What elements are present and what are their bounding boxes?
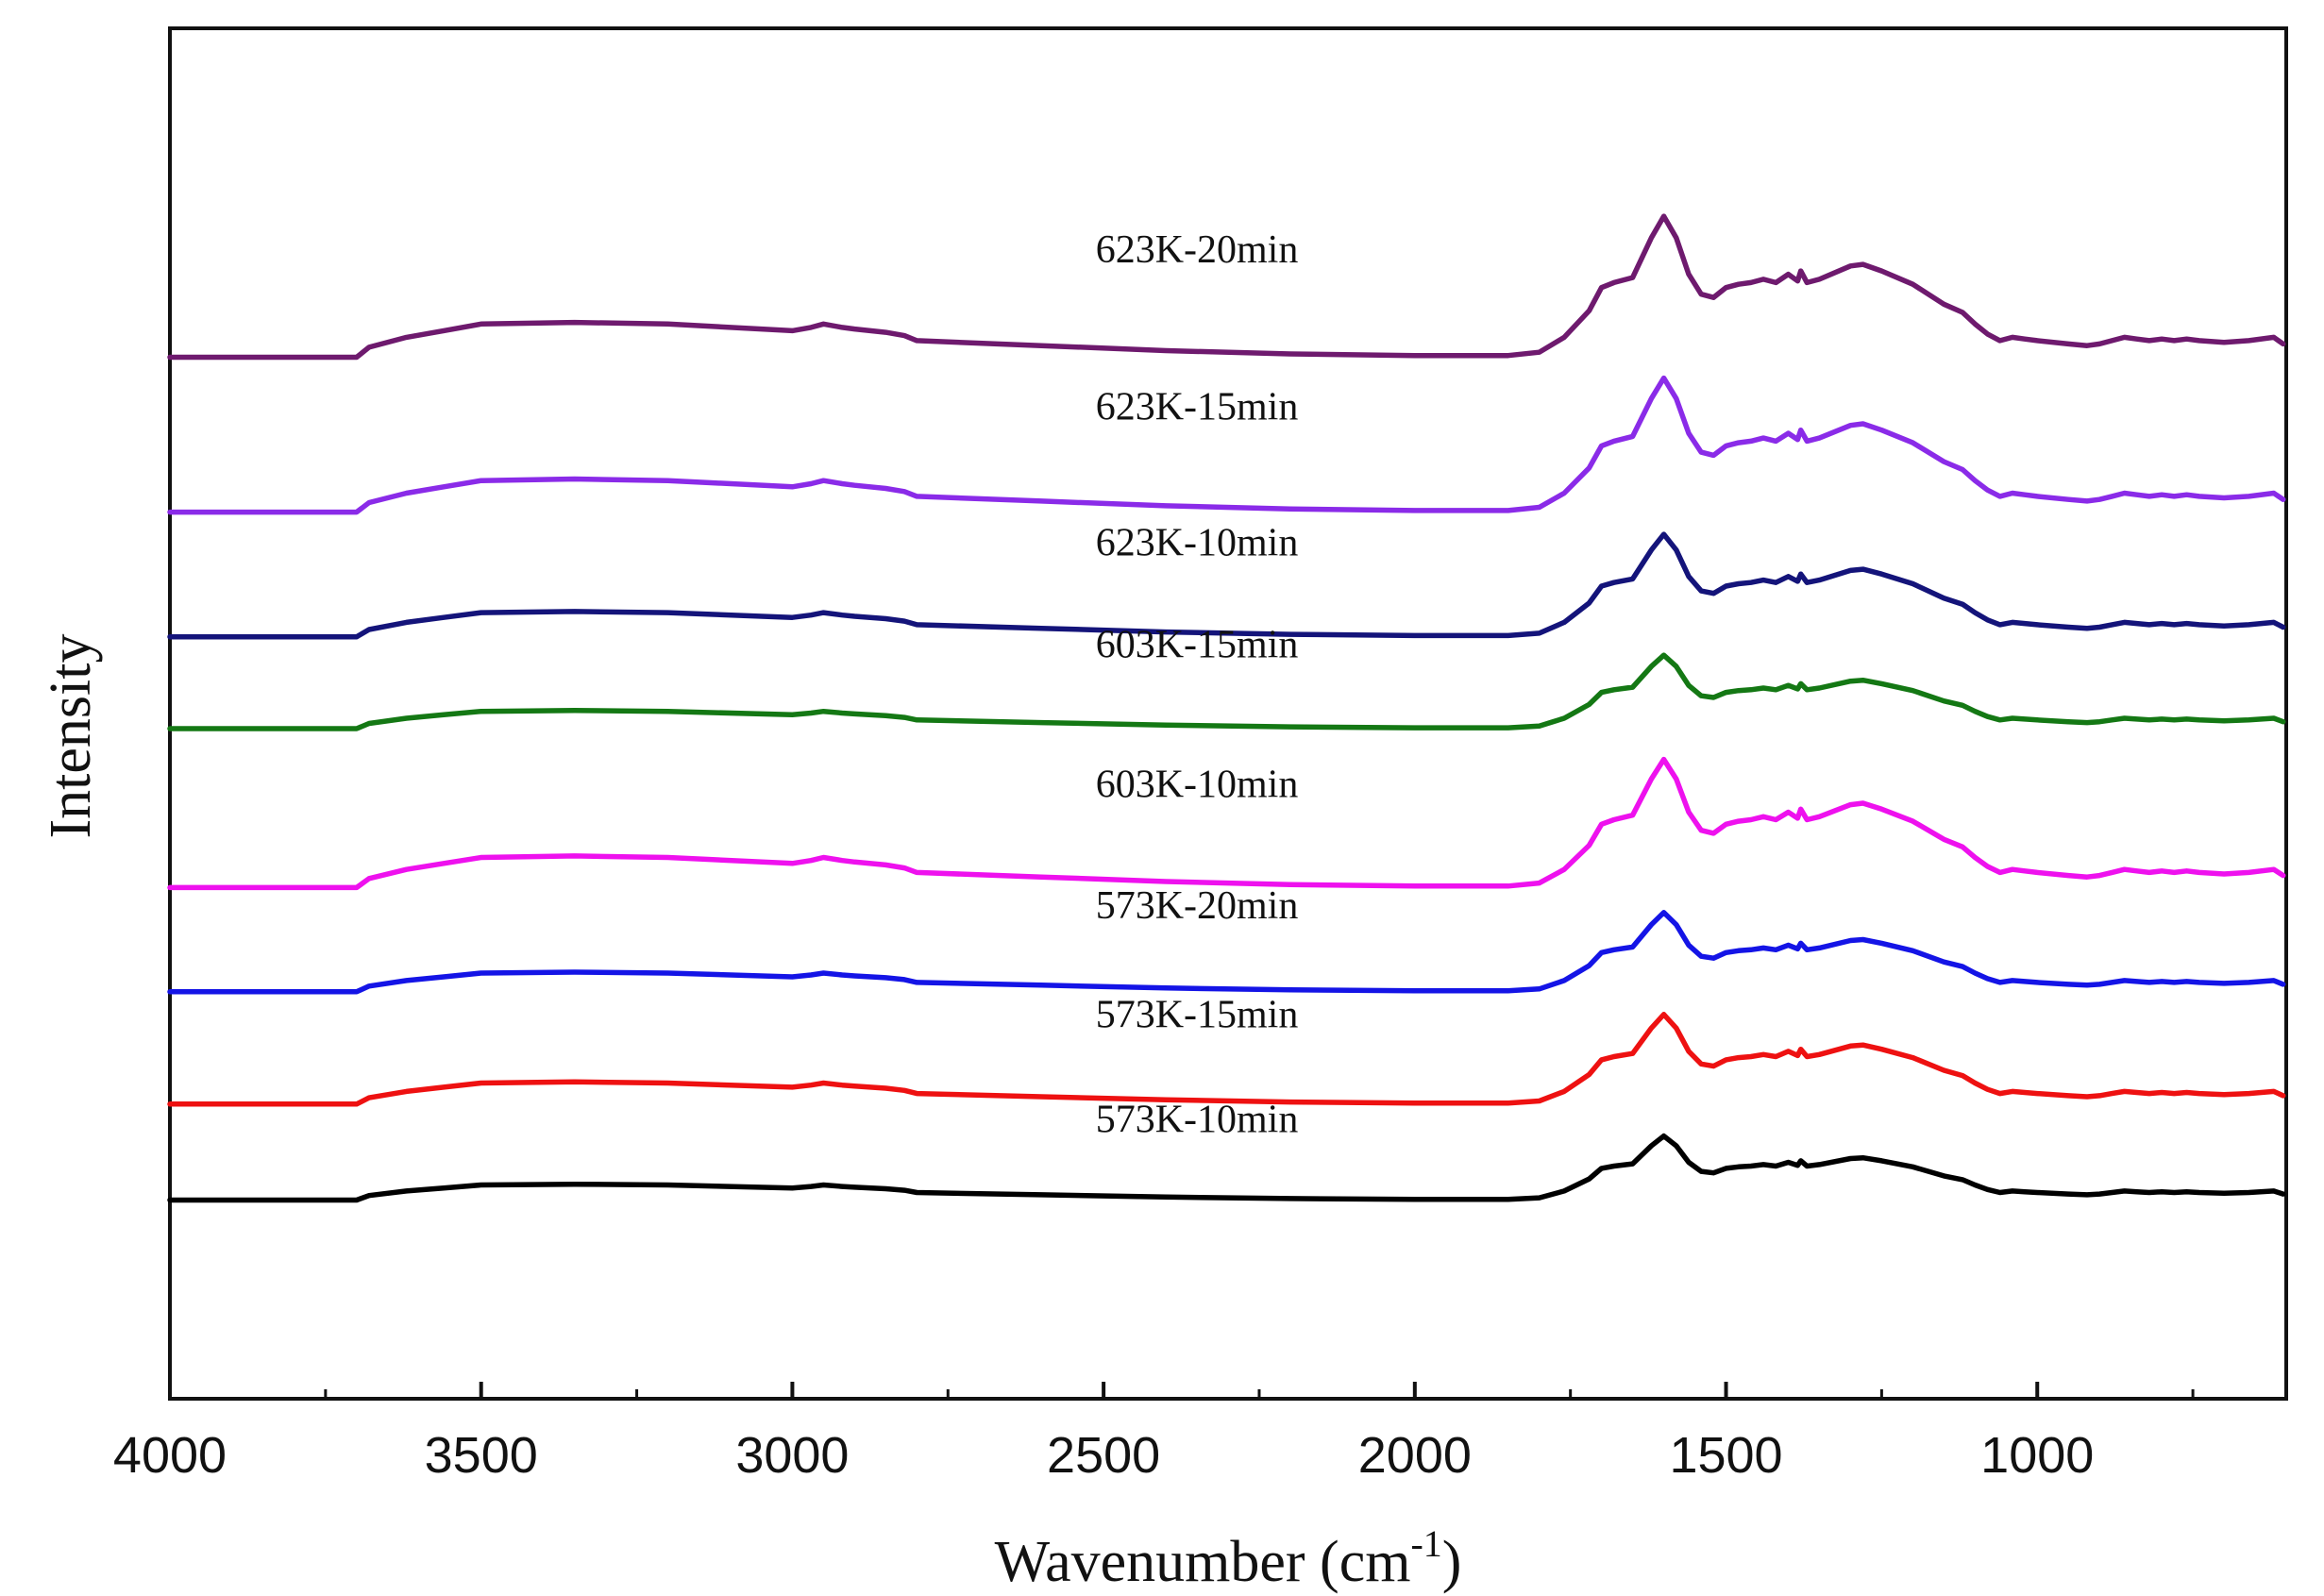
series-line-573K-10min [167, 1133, 2286, 1203]
series-line-623K-10min [167, 531, 2286, 640]
x-axis-tick-labels: 4000 3500 3000 2500 2000 1500 1000 [113, 1427, 2094, 1484]
series-label-573K-10min: 573K-10min [1096, 1099, 1299, 1142]
series-label-603K-15min: 603K-15min [1096, 624, 1299, 667]
plot-area-frame [168, 26, 2288, 1401]
spectra-curves [167, 213, 2286, 1203]
x-tick-label-3500: 3500 [425, 1427, 538, 1484]
series-line-623K-20min [167, 213, 2286, 361]
series-label-623K-20min: 623K-20min [1096, 228, 1299, 272]
series-label-573K-20min: 573K-20min [1096, 884, 1299, 928]
x-tick-label-3000: 3000 [735, 1427, 849, 1484]
series-line-573K-20min [167, 910, 2286, 995]
x-axis-title-close: ) [1442, 1530, 1462, 1594]
x-tick-label-2500: 2500 [1047, 1427, 1160, 1484]
series-labels: 573K-10min 573K-15min 573K-20min 603K-10min… [1096, 228, 1299, 1142]
series-line-573K-15min [167, 1012, 2286, 1107]
series-line-603K-10min [167, 756, 2286, 891]
x-axis-title: Wavenumber (cm-1) [995, 1522, 1462, 1594]
series-label-603K-10min: 603K-10min [1096, 763, 1299, 806]
series-label-623K-15min: 623K-15min [1096, 385, 1299, 428]
x-axis-ticks [168, 1382, 2195, 1399]
series-line-623K-15min [167, 375, 2286, 515]
x-tick-label-2000: 2000 [1358, 1427, 1472, 1484]
x-tick-label-1500: 1500 [1669, 1427, 1782, 1484]
x-tick-label-4000: 4000 [113, 1427, 227, 1484]
y-axis-title: Intensity [39, 634, 103, 839]
x-axis-title-main: Wavenumber (cm [995, 1530, 1411, 1594]
x-axis-title-superscript: -1 [1410, 1522, 1441, 1565]
series-label-623K-10min: 623K-10min [1096, 521, 1299, 564]
series-label-573K-15min: 573K-15min [1096, 993, 1299, 1036]
x-tick-label-1000: 1000 [1980, 1427, 2094, 1484]
series-line-603K-15min [167, 652, 2286, 731]
